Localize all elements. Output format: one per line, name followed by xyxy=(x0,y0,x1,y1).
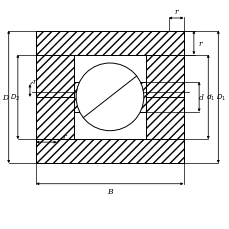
Text: r: r xyxy=(63,133,66,141)
Text: D: D xyxy=(2,93,8,101)
Bar xyxy=(36,31,183,164)
Circle shape xyxy=(76,64,143,131)
Text: d: d xyxy=(198,93,203,101)
Bar xyxy=(131,83,145,112)
Text: $D_1$: $D_1$ xyxy=(215,92,225,103)
Text: r: r xyxy=(198,39,202,47)
Bar xyxy=(36,139,183,164)
Bar xyxy=(36,31,183,55)
Polygon shape xyxy=(36,97,74,139)
Text: r: r xyxy=(174,8,177,16)
Text: r: r xyxy=(33,77,36,85)
Text: B: B xyxy=(107,187,112,195)
Polygon shape xyxy=(145,55,183,97)
Polygon shape xyxy=(36,55,74,97)
Bar xyxy=(74,83,88,112)
Polygon shape xyxy=(145,97,183,139)
Text: $d_1$: $d_1$ xyxy=(205,92,214,103)
Text: $D_2$: $D_2$ xyxy=(10,92,20,103)
